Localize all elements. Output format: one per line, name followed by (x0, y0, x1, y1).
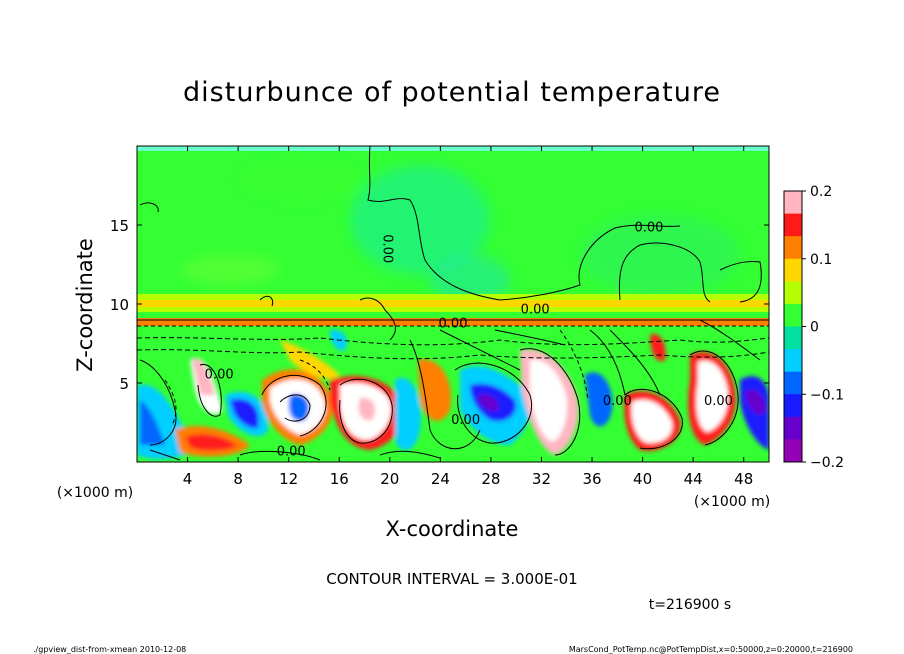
footer-right: MarsCond_PotTemp.nc@PotTempDist,x=0:5000… (569, 645, 853, 654)
x-tick-label: 24 (431, 470, 450, 488)
time-text: t=216900 s (649, 597, 731, 613)
contour-lines (137, 146, 769, 461)
footer-left: ./gpview_dist-from-xmean 2010-12-08 (33, 645, 186, 654)
x-tick-label: 8 (233, 470, 243, 488)
chart-title: disturbunce of potential temperature (183, 77, 721, 108)
y-axis-label: Z-coordinate (73, 238, 97, 372)
x-tick-label: 32 (532, 470, 551, 488)
y-tick-label: 10 (110, 296, 129, 314)
colorbar-swatch (784, 258, 802, 282)
contour-label: 0.00 (439, 317, 468, 332)
colorbar-tick-label: 0.1 (810, 252, 832, 268)
x-tick-label: 36 (582, 470, 601, 488)
colorbar-swatch (784, 213, 802, 237)
contour-label: 0.00 (634, 220, 663, 235)
y-axis-ticks: 5 10 15 (110, 217, 769, 393)
colorbar-swatch (784, 439, 802, 463)
colorbar-tick-label: −0.2 (810, 455, 844, 471)
x-axis-label: X-coordinate (386, 517, 519, 541)
contour-label: 0.00 (205, 367, 234, 382)
x-unit-left: (×1000 m) (57, 485, 133, 501)
contour-label: 0.00 (704, 394, 733, 409)
colorbar-tick-label: 0.2 (810, 184, 832, 200)
contour-label: 0.00 (277, 445, 306, 460)
x-unit-right: (×1000 m) (694, 494, 770, 510)
x-tick-label: 28 (481, 470, 500, 488)
colorbar (784, 191, 802, 463)
colorbar-swatch (784, 416, 802, 440)
x-tick-label: 44 (684, 470, 703, 488)
colorbar-swatch (784, 236, 802, 260)
contour-interval-text: CONTOUR INTERVAL = 3.000E-01 (326, 570, 577, 588)
contour-label: 0.00 (603, 394, 632, 409)
colorbar-swatch (784, 303, 802, 327)
y-tick-label: 5 (119, 375, 129, 393)
contour-label: 0.00 (379, 234, 394, 263)
colorbar-swatch (784, 371, 802, 395)
colorbar-swatch (784, 326, 802, 350)
colorbar-swatch (784, 394, 802, 418)
colorbar-tick-label: −0.1 (810, 387, 844, 403)
colorbar-ticks: 0.2 0.1 0 −0.1 −0.2 (802, 184, 844, 471)
x-axis-ticks: 4 8 12 16 20 24 28 32 36 40 44 48 (183, 146, 753, 488)
heatmap-field (137, 146, 769, 462)
x-tick-label: 48 (734, 470, 753, 488)
x-tick-label: 16 (330, 470, 349, 488)
colorbar-tick-label: 0 (810, 320, 819, 336)
x-tick-label: 20 (380, 470, 399, 488)
x-tick-label: 12 (279, 470, 298, 488)
x-tick-label: 4 (183, 470, 193, 488)
contour-labels: 0.00 0.00 0.00 0.00 0.00 0.00 0.00 0.00 0.00 (205, 220, 733, 459)
colorbar-swatch (784, 281, 802, 305)
colorbar-swatch (784, 349, 802, 373)
y-tick-label: 15 (110, 217, 129, 235)
colorbar-swatch (784, 191, 802, 215)
contour-label: 0.00 (451, 413, 480, 428)
contour-label: 0.00 (521, 302, 550, 317)
x-tick-label: 40 (633, 470, 652, 488)
